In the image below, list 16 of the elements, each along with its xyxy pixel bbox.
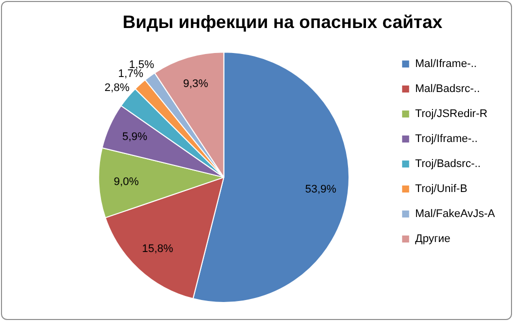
data-label: 9,3% <box>183 78 208 90</box>
data-label: 9,0% <box>114 176 140 188</box>
data-label: 5,9% <box>122 131 148 144</box>
legend-label: Другие <box>415 233 450 246</box>
legend-label: Mal/Badsrc-.. <box>415 83 480 96</box>
legend-label: Troj/Unif-B <box>415 183 468 196</box>
legend-label: Troj/Badsrc-.. <box>415 158 481 170</box>
data-label: 15,8% <box>142 243 174 256</box>
legend-label: Troj/Iframe-.. <box>415 133 478 146</box>
data-label: 53,9% <box>305 183 337 196</box>
legend-label: Mal/Iframe-.. <box>415 58 477 70</box>
legend-label: Mal/FakeAvJs-A <box>415 208 496 220</box>
data-label: 1,7% <box>118 68 144 80</box>
chart-title: Виды инфекции на опасных сайтах <box>122 12 442 32</box>
data-label: 2,8% <box>104 82 130 94</box>
legend-label: Troj/JSRedir-R <box>415 108 488 120</box>
